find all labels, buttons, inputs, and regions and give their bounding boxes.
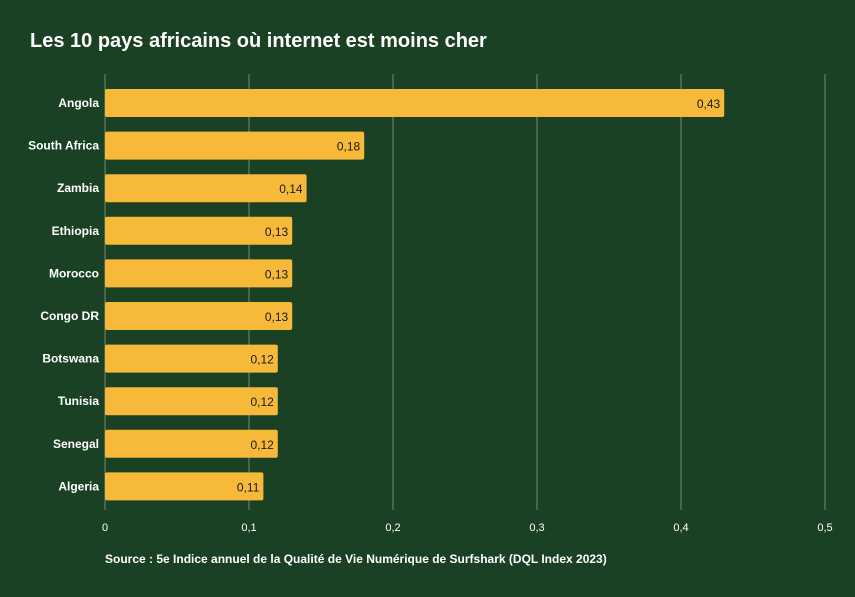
x-tick-label: 0 xyxy=(102,522,108,534)
value-label: 0,14 xyxy=(279,182,303,196)
value-label: 0,12 xyxy=(250,353,274,367)
value-label: 0,11 xyxy=(237,480,260,494)
value-label: 0,43 xyxy=(697,97,721,111)
category-label: Congo DR xyxy=(40,309,99,323)
bar xyxy=(105,89,725,117)
value-label: 0,13 xyxy=(265,225,289,239)
category-label: Senegal xyxy=(53,437,99,451)
value-labels: 0,43 0,18 0,14 0,13 0,13 0,13 0,12 0,12 0,12 0,11 xyxy=(237,97,721,494)
bar xyxy=(105,259,293,288)
category-label: Angola xyxy=(58,96,99,110)
value-label: 0,18 xyxy=(337,140,361,154)
x-tick-label: 0,4 xyxy=(673,522,688,534)
value-label: 0,12 xyxy=(250,438,274,452)
bar xyxy=(105,216,293,245)
value-label: 0,13 xyxy=(265,267,289,281)
category-label: Morocco xyxy=(49,266,99,280)
bar xyxy=(105,344,278,373)
value-label: 0,12 xyxy=(250,395,274,409)
bar xyxy=(105,387,278,416)
x-tick-label: 0,2 xyxy=(385,522,400,534)
category-label: Tunisia xyxy=(58,394,99,408)
x-tick-label: 0,3 xyxy=(529,522,544,534)
category-label: Zambia xyxy=(57,181,99,195)
bars xyxy=(105,89,725,501)
category-label: Botswana xyxy=(42,352,99,366)
x-axis-ticks: 0 0,1 0,2 0,3 0,4 0,5 xyxy=(102,522,833,534)
bar xyxy=(105,302,293,330)
bar xyxy=(105,174,307,203)
chart-title: Les 10 pays africains où internet est mo… xyxy=(30,30,487,52)
category-labels: Angola South Africa Zambia Ethiopia Morocco C… xyxy=(28,96,99,493)
bar xyxy=(105,472,264,501)
source-note: Source : 5e Indice annuel de la Qualité … xyxy=(105,552,607,566)
x-tick-label: 0,5 xyxy=(817,522,832,534)
category-label: Algeria xyxy=(58,479,99,493)
bar xyxy=(105,429,278,458)
category-label: Ethiopia xyxy=(52,224,100,238)
bar xyxy=(105,131,365,160)
x-tick-label: 0,1 xyxy=(241,522,256,534)
value-label: 0,13 xyxy=(265,310,289,324)
category-label: South Africa xyxy=(28,139,99,153)
